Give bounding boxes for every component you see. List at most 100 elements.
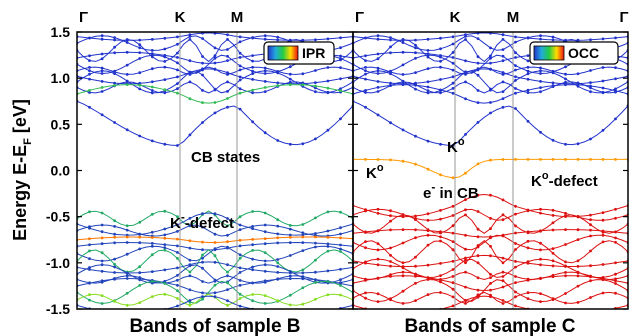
- band-line: [353, 100, 628, 147]
- annotation-k-defect: K--defect: [170, 210, 234, 232]
- band-point: [601, 37, 605, 41]
- band-point: [476, 227, 480, 231]
- band-point: [514, 295, 517, 299]
- band-point: [376, 57, 380, 61]
- band-point: [100, 90, 104, 93]
- band-point: [263, 230, 267, 234]
- band-point: [439, 291, 442, 294]
- band-point: [426, 167, 430, 171]
- band-point: [426, 139, 430, 143]
- band-point: [226, 240, 229, 244]
- band-point: [414, 134, 417, 138]
- legend-ipr: IPR: [263, 41, 335, 65]
- band-point: [426, 85, 430, 89]
- band-point: [514, 275, 517, 278]
- band-point: [564, 271, 567, 274]
- band-point: [401, 241, 405, 245]
- band-point: [125, 224, 129, 228]
- band-point: [539, 90, 542, 94]
- band-point: [188, 224, 192, 228]
- band-point: [288, 224, 292, 227]
- band-point: [113, 38, 116, 42]
- band-point: [150, 91, 154, 95]
- band-point: [125, 80, 129, 84]
- band-point: [489, 273, 492, 276]
- band-point: [451, 176, 455, 180]
- band-point: [288, 227, 292, 231]
- band-point: [401, 302, 405, 305]
- band-point: [426, 53, 430, 57]
- band-point: [426, 233, 430, 237]
- band-point: [339, 66, 342, 69]
- band-point: [138, 220, 142, 224]
- band-point: [376, 90, 380, 93]
- band-point: [451, 231, 455, 235]
- high-symmetry-label: M: [507, 9, 520, 26]
- band-point: [489, 244, 492, 248]
- band-point: [213, 254, 217, 258]
- band-point: [489, 282, 492, 285]
- band-point: [201, 256, 204, 260]
- band-point: [238, 64, 242, 68]
- band-point: [614, 158, 617, 161]
- band-point: [326, 249, 330, 253]
- band-point: [451, 35, 455, 39]
- band-point: [464, 73, 467, 76]
- band-point: [376, 113, 380, 117]
- band-point: [602, 310, 605, 313]
- band-point: [501, 105, 505, 109]
- band-point: [439, 274, 442, 277]
- band-point: [176, 304, 179, 308]
- band-point: [414, 51, 417, 55]
- band-point: [88, 293, 91, 297]
- band-point: [451, 295, 455, 299]
- band-point: [614, 291, 617, 295]
- band-point: [614, 77, 617, 81]
- band-point: [539, 69, 542, 73]
- band-point: [539, 37, 542, 41]
- band-point: [514, 64, 517, 67]
- band-point: [238, 68, 242, 72]
- band-point: [100, 259, 104, 263]
- band-point: [339, 236, 342, 240]
- band-point: [301, 241, 305, 245]
- band-point: [226, 97, 229, 100]
- band-point: [125, 291, 129, 295]
- band-point: [251, 120, 255, 124]
- band-point: [301, 249, 305, 253]
- band-point: [276, 38, 280, 42]
- band-point: [401, 128, 405, 132]
- band-point: [276, 236, 280, 240]
- y-tick-label: -1.0: [46, 255, 70, 271]
- band-point: [226, 245, 229, 249]
- band-point: [150, 53, 154, 57]
- band-line: [353, 193, 628, 218]
- band-point: [150, 67, 154, 71]
- band-point: [251, 54, 255, 57]
- band-point: [401, 274, 405, 278]
- band-point: [138, 51, 142, 54]
- band-point: [226, 303, 229, 307]
- band-point: [489, 68, 492, 71]
- band-point: [364, 246, 367, 250]
- band-point: [376, 276, 380, 280]
- band-point: [125, 50, 129, 54]
- band-point: [589, 38, 592, 42]
- band-point: [301, 72, 305, 76]
- band-point: [514, 248, 517, 251]
- band-point: [501, 80, 505, 84]
- band-point: [489, 295, 492, 298]
- band-point: [489, 54, 492, 58]
- band-point: [514, 212, 517, 216]
- band-point: [263, 259, 267, 263]
- band-point: [476, 193, 480, 197]
- band-point: [301, 286, 305, 290]
- band-point: [601, 218, 605, 222]
- band-point: [238, 75, 242, 79]
- band-point: [614, 236, 617, 240]
- band-point: [539, 292, 542, 295]
- band-point: [526, 291, 530, 295]
- band-point: [326, 66, 330, 69]
- band-point: [188, 80, 192, 84]
- band-point: [439, 262, 442, 265]
